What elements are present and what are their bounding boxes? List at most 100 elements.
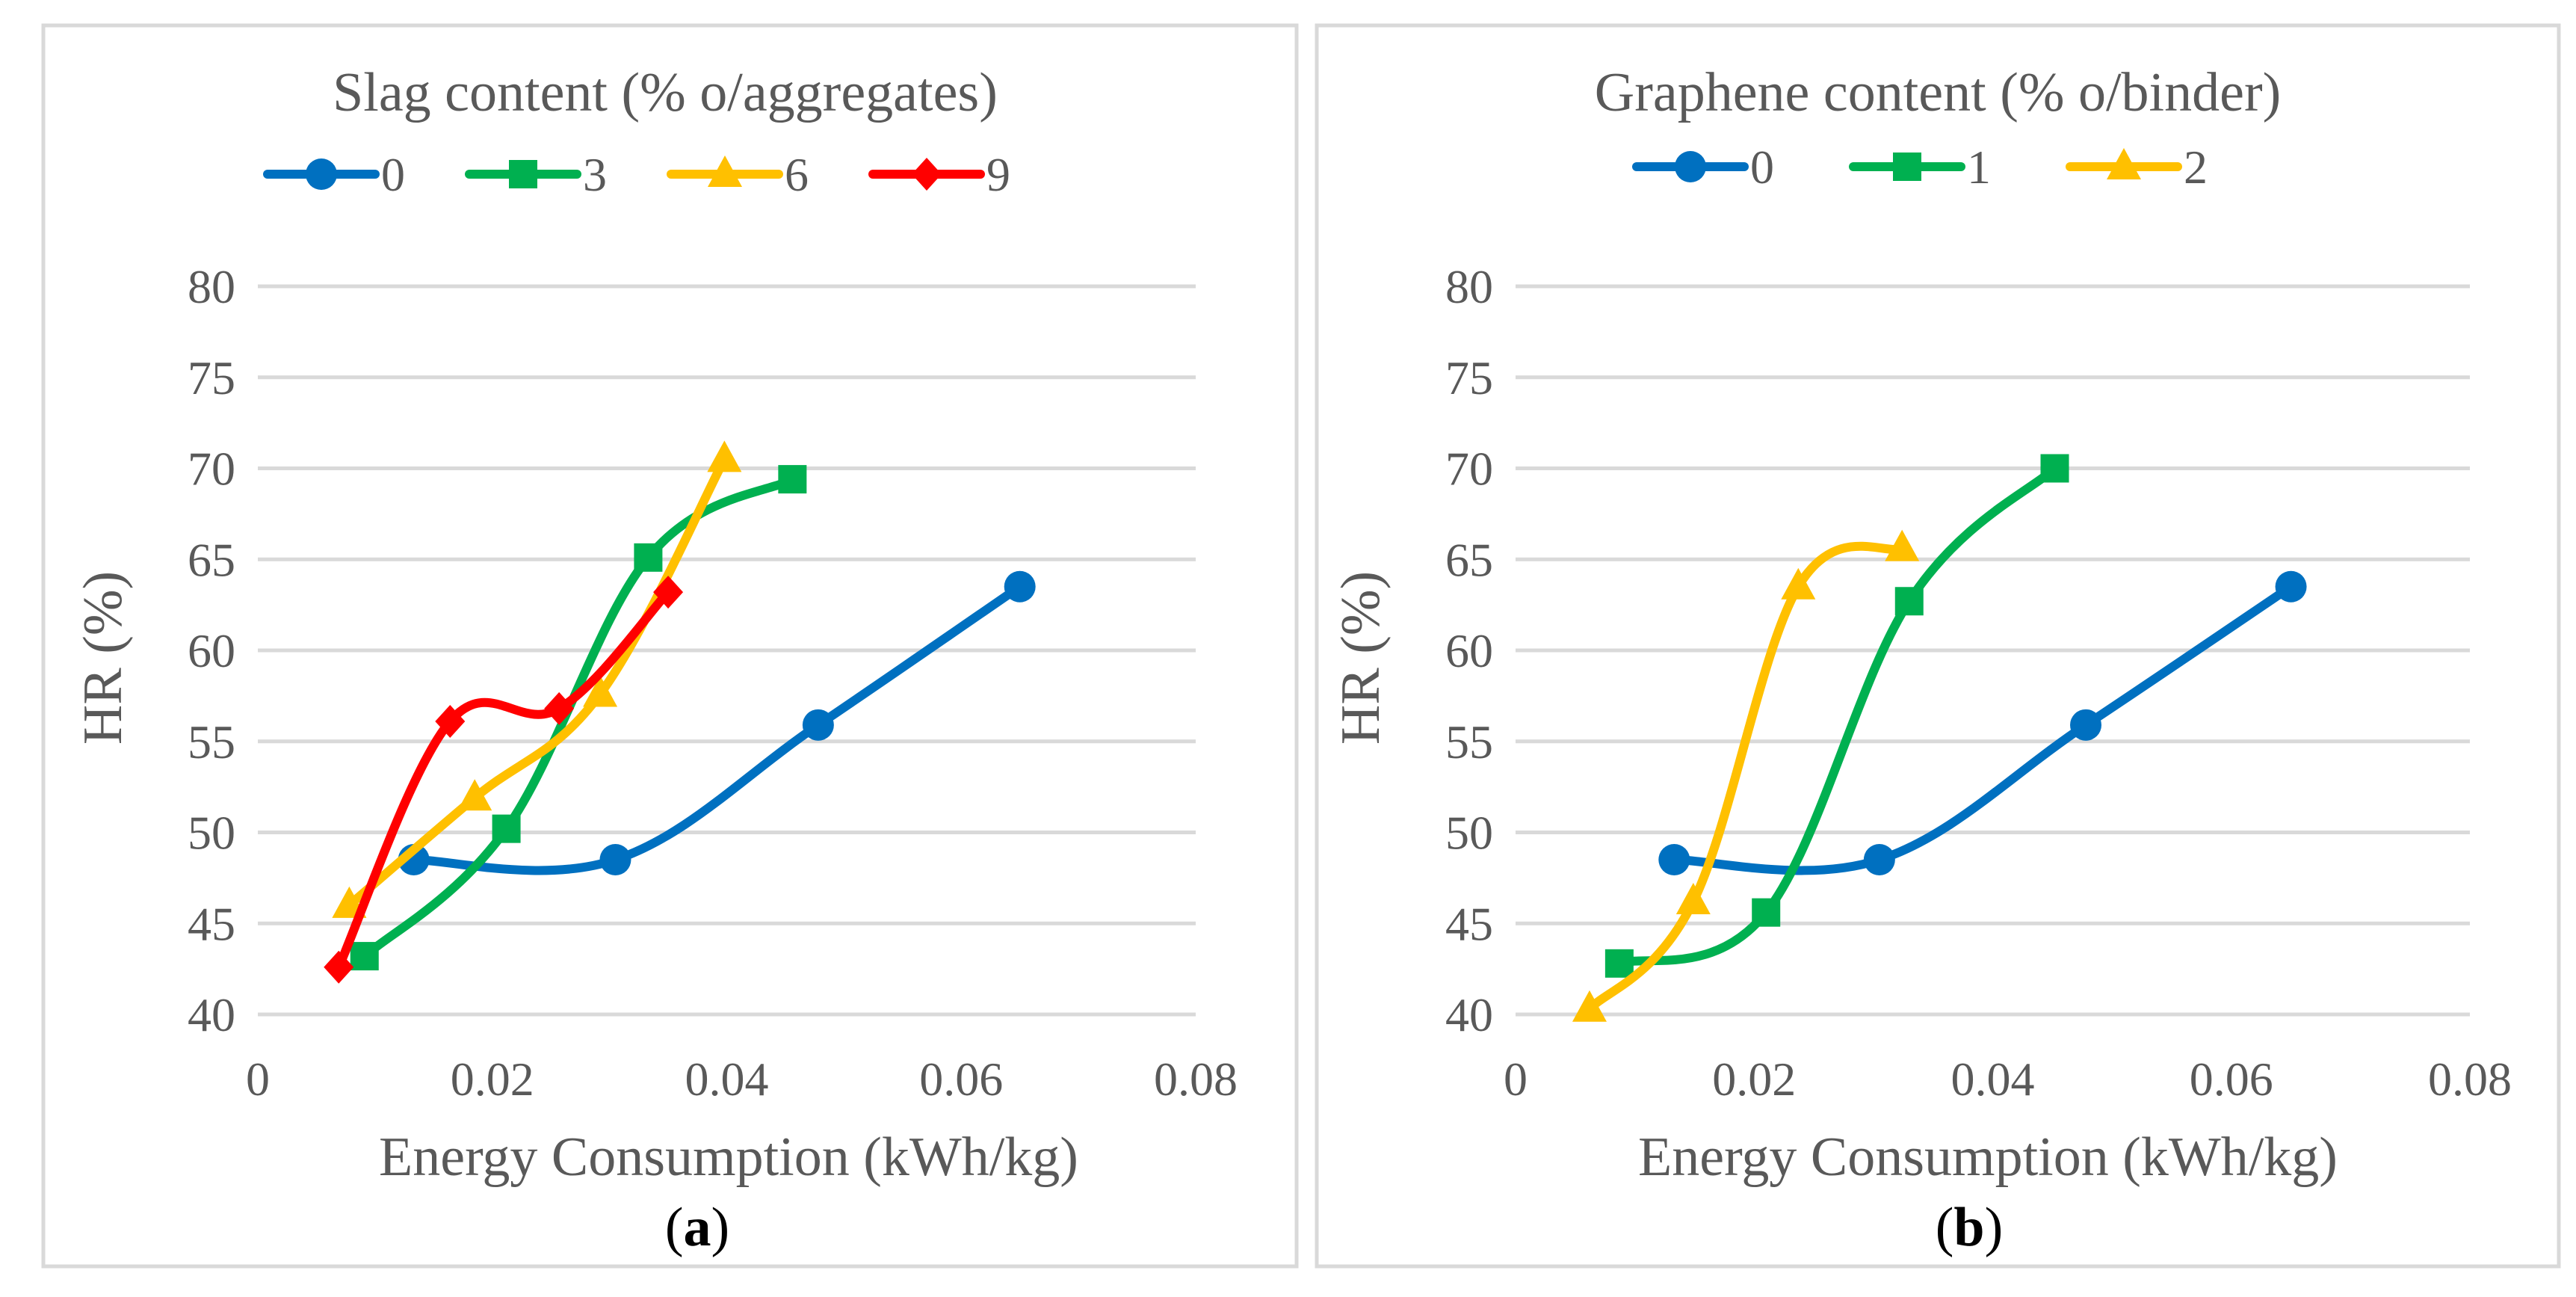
legend-item: 1 <box>1849 141 1991 194</box>
y-axis-ticks: 40 45 50 55 60 65 70 75 80 <box>1445 260 1493 1041</box>
legend-marker <box>2107 148 2141 179</box>
y-tick-label: 60 <box>1445 624 1493 677</box>
series-layer <box>1572 454 2307 1022</box>
y-tick-label: 75 <box>1445 351 1493 404</box>
legend-item: 9 <box>868 148 1010 201</box>
panel-frame <box>1315 23 2561 1269</box>
data-point <box>1572 990 1607 1022</box>
data-point <box>1675 883 1711 915</box>
x-tick-label: 0.06 <box>2190 1053 2273 1106</box>
y-tick-label: 75 <box>188 351 235 404</box>
y-axis-label: HR (%) <box>72 571 134 745</box>
series-line <box>345 455 729 910</box>
data-point <box>350 942 379 971</box>
y-tick-label: 40 <box>1445 988 1493 1041</box>
data-point <box>1752 898 1781 927</box>
legend-label: 3 <box>583 148 607 201</box>
legend-marker <box>1893 153 1921 181</box>
chart-title: Slag content (% o/aggregates) <box>333 62 998 123</box>
data-point <box>1004 570 1036 603</box>
x-axis-label: Energy Consumption (kWh/kg) <box>1638 1127 2338 1188</box>
legend: 0 3 6 9 <box>263 148 1010 201</box>
series-0 <box>1658 570 2307 876</box>
panel-label-letter: a <box>684 1197 711 1258</box>
series-9 <box>324 576 684 984</box>
legend-label: 9 <box>986 148 1010 201</box>
data-point <box>457 779 492 811</box>
y-tick-label: 55 <box>1445 715 1493 768</box>
data-point <box>1658 844 1690 876</box>
x-tick-label: 0.08 <box>2428 1053 2512 1106</box>
series-line <box>409 582 1025 875</box>
x-tick-label: 0.02 <box>1712 1053 1796 1106</box>
legend-label: 0 <box>381 148 405 201</box>
data-point <box>599 844 631 876</box>
series-line <box>1584 541 1907 1014</box>
data-point <box>1863 844 1895 876</box>
y-tick-label: 45 <box>188 897 235 950</box>
legend: 0 1 2 <box>1632 141 2208 194</box>
legend-label: 0 <box>1750 141 1774 194</box>
series-line <box>1614 463 2060 968</box>
x-axis-label: Energy Consumption (kWh/kg) <box>379 1127 1078 1188</box>
data-point <box>1894 587 1924 616</box>
y-tick-label: 45 <box>1445 897 1493 950</box>
legend-label: 1 <box>1967 141 1991 194</box>
data-point <box>1781 567 1816 600</box>
y-axis-ticks: 40 45 50 55 60 65 70 75 80 <box>188 260 235 1041</box>
y-tick-label: 55 <box>188 715 235 768</box>
x-axis-ticks: 0 0.02 0.04 0.06 0.08 <box>1504 1053 2512 1106</box>
data-point <box>802 709 834 741</box>
y-axis-label: HR (%) <box>1330 571 1392 745</box>
chart-title: Graphene content (% o/binder) <box>1595 62 2281 123</box>
data-point <box>1885 529 1920 561</box>
legend-label: 6 <box>785 148 809 201</box>
legend-item: 2 <box>2066 141 2208 194</box>
series-0 <box>398 570 1036 876</box>
data-point <box>492 814 521 843</box>
data-point <box>324 950 354 984</box>
y-tick-label: 70 <box>1445 443 1493 496</box>
legend-item: 6 <box>667 148 809 201</box>
y-tick-label: 65 <box>188 533 235 586</box>
series-6 <box>332 440 742 918</box>
legend-marker <box>509 160 537 188</box>
x-tick-label: 0.04 <box>1951 1053 2035 1106</box>
data-point <box>583 675 618 707</box>
x-tick-label: 0 <box>1504 1053 1528 1106</box>
legend-marker <box>306 158 337 190</box>
y-tick-label: 70 <box>188 443 235 496</box>
panel-frame <box>41 23 1299 1269</box>
series-2 <box>1572 529 1920 1022</box>
data-point <box>544 691 575 725</box>
panel-label-letter: b <box>1953 1197 1984 1258</box>
chart-panel-b: Graphene content (% o/binder) 0 1 2 40 45 50… <box>1315 23 2561 1269</box>
x-tick-label: 0 <box>246 1053 270 1106</box>
x-tick-label: 0.08 <box>1154 1053 1238 1106</box>
series-line <box>1670 582 2296 875</box>
gridlines <box>1516 284 2470 1017</box>
data-point <box>653 576 684 609</box>
legend-marker <box>1675 151 1706 182</box>
legend-marker <box>708 155 742 187</box>
data-point <box>707 440 742 472</box>
legend-label: 2 <box>2184 141 2208 194</box>
series-line <box>334 588 673 972</box>
series-layer <box>324 440 1036 984</box>
panel-label: (b) <box>1936 1197 2003 1258</box>
legend-item: 3 <box>465 148 607 201</box>
data-point <box>778 465 807 494</box>
data-point <box>435 704 466 738</box>
panel-label: (a) <box>665 1197 729 1258</box>
x-axis-ticks: 0 0.02 0.04 0.06 0.08 <box>246 1053 1238 1106</box>
x-tick-label: 0.02 <box>451 1053 534 1106</box>
data-point <box>634 543 663 572</box>
y-tick-label: 50 <box>1445 807 1493 860</box>
data-point <box>2070 709 2102 741</box>
y-tick-label: 65 <box>1445 533 1493 586</box>
legend-item: 0 <box>263 148 405 201</box>
y-tick-label: 60 <box>188 624 235 677</box>
chart-panel-a: Slag content (% o/aggregates) 0 3 6 9 40 45 5… <box>41 23 1299 1269</box>
data-point <box>2275 570 2307 603</box>
